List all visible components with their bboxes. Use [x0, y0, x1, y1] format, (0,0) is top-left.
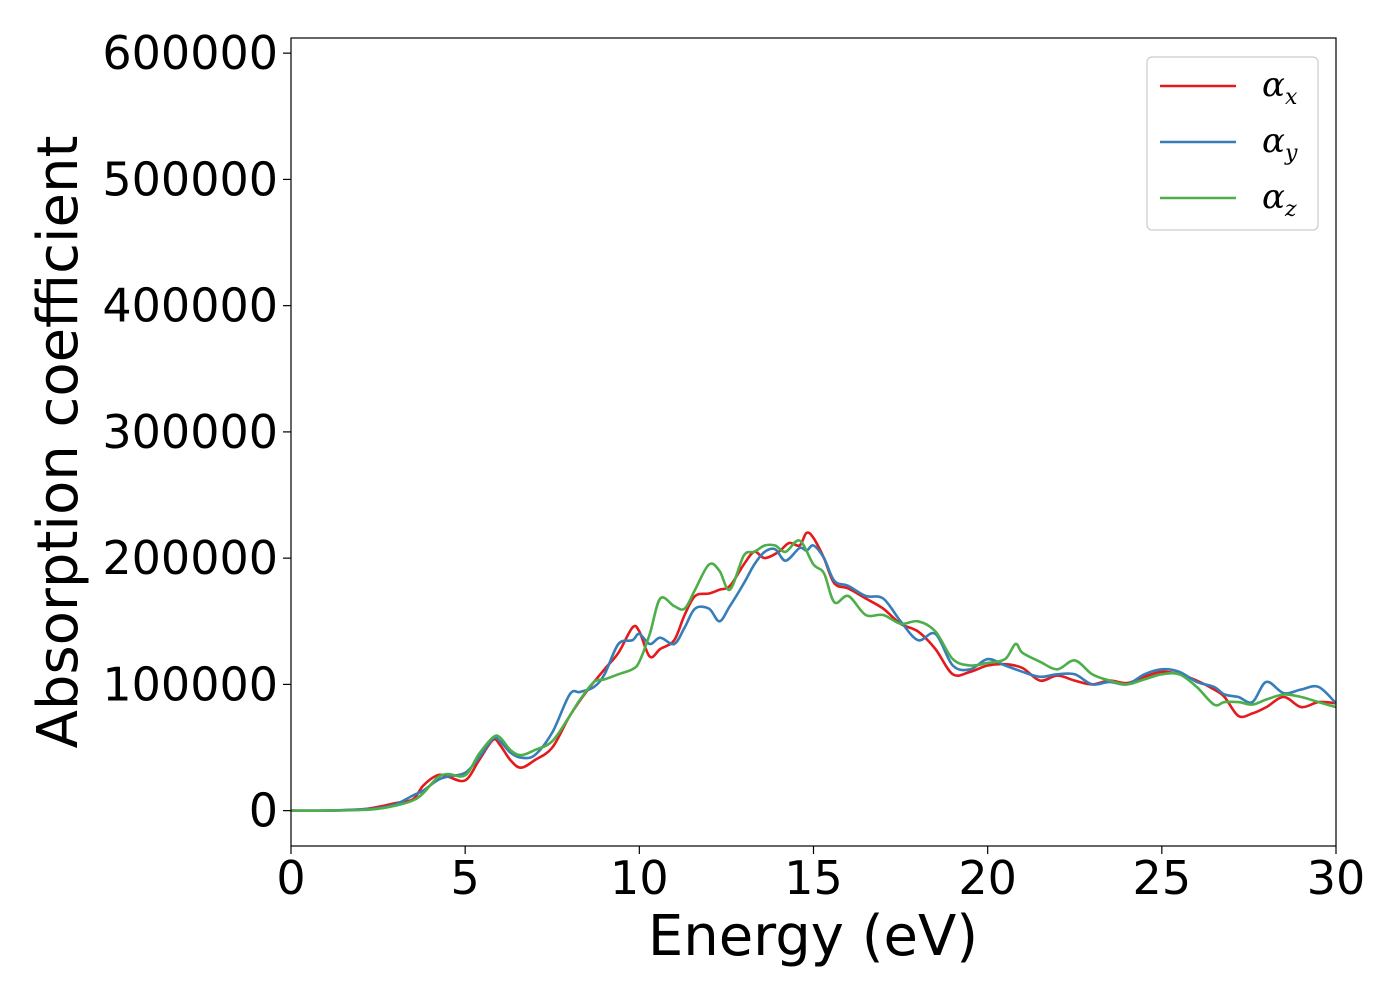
y-tick-label: 100000: [102, 657, 278, 711]
x-tick-label: 0: [276, 851, 305, 905]
series-layer: [290, 531, 1337, 813]
x-tick-label: 5: [451, 851, 480, 905]
y-tick-label: 0: [249, 784, 278, 838]
x-axis-label: Energy (eV): [648, 904, 978, 969]
x-axis: 0 5 10 15 20 25 30: [276, 846, 1365, 905]
series-line-x: [290, 531, 1337, 813]
legend-label-y: αy: [1262, 121, 1298, 166]
x-tick-label: 15: [784, 851, 843, 905]
series-line-z: [290, 539, 1337, 812]
y-tick-label: 600000: [102, 26, 278, 80]
x-tick-label: 25: [1133, 851, 1192, 905]
y-tick-label: 200000: [102, 531, 278, 585]
x-tick-label: 10: [610, 851, 669, 905]
legend-label-x: αx: [1262, 65, 1298, 110]
y-axis: 0 100000 200000 300000 400000 500000 600000: [102, 26, 291, 838]
y-tick-label: 400000: [102, 279, 278, 333]
x-tick-label: 30: [1307, 851, 1366, 905]
legend-box: [1146, 56, 1319, 231]
y-tick-label: 500000: [102, 152, 278, 206]
y-axis-label: Absorption coefficient: [26, 136, 91, 749]
y-tick-label: 300000: [102, 405, 278, 459]
x-tick-label: 20: [958, 851, 1017, 905]
series-line-y: [290, 544, 1337, 813]
